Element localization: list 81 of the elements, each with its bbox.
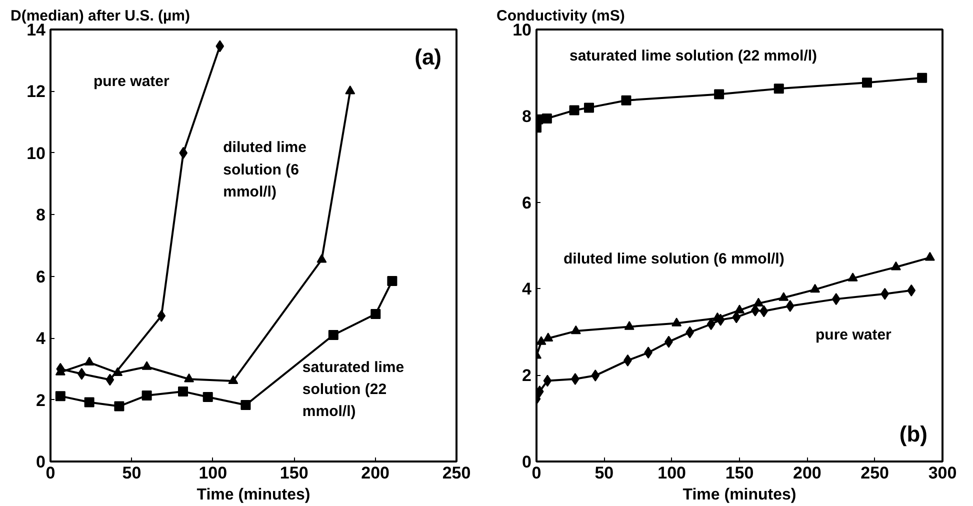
point xyxy=(543,374,552,387)
point xyxy=(202,392,213,402)
x-axis-title: Time (minutes) xyxy=(196,486,310,504)
x-tick-label: 200 xyxy=(361,464,390,482)
point xyxy=(753,298,764,306)
point xyxy=(706,318,716,330)
point xyxy=(591,370,600,382)
y-tick-label: 6 xyxy=(522,193,532,212)
y-tick-label: 12 xyxy=(26,82,46,102)
point xyxy=(228,375,238,384)
point xyxy=(328,330,338,340)
x-tick-label: 300 xyxy=(928,464,957,482)
x-tick-label: 250 xyxy=(860,464,890,482)
point xyxy=(890,261,901,270)
point xyxy=(624,321,634,330)
x-tick-label: 100 xyxy=(658,464,686,482)
x-tick-label: 150 xyxy=(280,464,308,482)
series-label: diluted lime solution (6 mmol/l) xyxy=(564,250,784,268)
point xyxy=(316,254,327,263)
point xyxy=(880,288,890,300)
y-tick-label: 2 xyxy=(522,366,532,386)
series-label: saturated lime solution (22 mmol/l) xyxy=(570,48,818,65)
y-tick-label: 4 xyxy=(522,280,532,299)
point xyxy=(114,401,124,412)
point xyxy=(84,356,94,366)
point xyxy=(810,284,820,293)
point xyxy=(774,84,784,94)
x-axis-title: Time (minutes) xyxy=(682,486,796,504)
point xyxy=(184,373,194,382)
annotation: (a) xyxy=(414,44,442,70)
point xyxy=(112,367,123,376)
series-label: pure water xyxy=(816,326,892,344)
annotation: (b) xyxy=(899,422,928,446)
point xyxy=(179,146,188,159)
y-tick-label: 8 xyxy=(36,206,46,225)
point xyxy=(848,272,858,282)
series-label: saturated lime solution (22 mmol/l) xyxy=(302,358,404,420)
point xyxy=(907,284,916,296)
point xyxy=(142,361,152,370)
point xyxy=(370,309,381,320)
point xyxy=(84,397,94,408)
point xyxy=(178,386,188,396)
y-tick-label: 8 xyxy=(522,106,532,126)
point xyxy=(345,86,356,94)
point xyxy=(621,95,632,106)
point xyxy=(142,390,152,400)
point xyxy=(570,325,581,334)
x-tick-label: 200 xyxy=(792,464,822,482)
point xyxy=(672,318,682,326)
point xyxy=(924,252,935,261)
point xyxy=(240,400,251,410)
point xyxy=(786,300,794,312)
text: pure water xyxy=(93,72,170,90)
point xyxy=(157,310,166,322)
x-tick-label: 100 xyxy=(198,464,228,482)
point xyxy=(543,332,554,342)
y-tick-label: 4 xyxy=(36,329,46,348)
y-tick-label: 10 xyxy=(26,144,46,163)
point xyxy=(55,391,66,402)
x-tick-label: 50 xyxy=(122,464,142,482)
x-tick-label: 250 xyxy=(442,464,471,482)
series-label: diluted lime solution (6 mmol/l) xyxy=(223,139,306,200)
point xyxy=(714,89,724,100)
y-tick-label: 6 xyxy=(36,267,46,286)
x-tick-label: 50 xyxy=(594,464,614,482)
point xyxy=(106,374,114,386)
point xyxy=(734,304,744,314)
point xyxy=(917,72,928,83)
point xyxy=(542,113,552,124)
point xyxy=(832,293,840,306)
point xyxy=(862,78,872,88)
point xyxy=(387,276,398,286)
point xyxy=(584,102,594,113)
point xyxy=(536,336,546,345)
point xyxy=(716,314,725,326)
point xyxy=(778,292,789,301)
point xyxy=(760,305,768,318)
x-tick-label: 150 xyxy=(725,464,754,482)
point xyxy=(216,40,224,52)
y-tick-label: 2 xyxy=(36,390,46,410)
point xyxy=(569,105,580,116)
